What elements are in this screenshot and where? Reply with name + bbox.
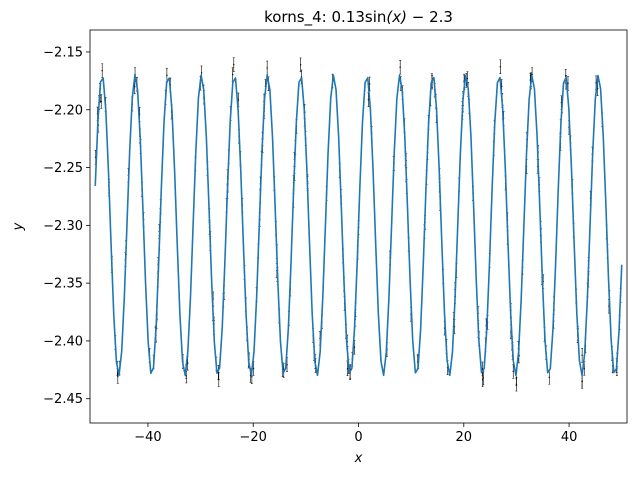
data-point: [217, 372, 220, 387]
chart-title-arg: (x): [386, 8, 407, 26]
y-tick-label: −2.35: [43, 277, 83, 292]
data-point: [481, 372, 484, 387]
data-point: [231, 67, 234, 82]
x-tick-label: 20: [456, 430, 473, 445]
y-tick-label: −2.25: [43, 161, 83, 176]
chart-title: korns_4: 0.13sin(x) − 2.3: [264, 8, 453, 27]
y-tick-label: −2.20: [43, 103, 83, 118]
y-tick-label: −2.15: [43, 45, 83, 60]
y-tick-label: −2.45: [43, 392, 83, 407]
x-tick-label: −40: [134, 430, 161, 445]
data-point: [499, 59, 502, 74]
data-point: [232, 57, 235, 72]
data-point: [252, 361, 255, 376]
x-tick-label: −20: [239, 430, 266, 445]
chart-title-suffix: − 2.3: [407, 8, 453, 26]
data-point: [299, 57, 302, 73]
data-point: [346, 361, 349, 376]
y-axis-ticks: −2.45 −2.40 −2.35 −2.30 −2.25 −2.20 −2.15: [43, 45, 90, 407]
x-axis-label: x: [354, 451, 363, 466]
chart-title-prefix: korns_4: 0.13sin: [264, 8, 386, 27]
data-point: [101, 63, 104, 78]
x-tick-label: 0: [354, 430, 362, 445]
y-axis-label: y: [11, 222, 26, 231]
data-point: [581, 348, 584, 363]
y-tick-label: −2.40: [43, 334, 83, 349]
x-axis-ticks: −40 −20 0 20 40: [134, 423, 577, 445]
data-point: [399, 60, 402, 75]
plot-area: [94, 57, 623, 392]
x-tick-label: 40: [561, 430, 578, 445]
y-tick-label: −2.30: [43, 219, 83, 234]
data-point: [100, 94, 103, 109]
data-point: [266, 60, 269, 76]
series-line: [94, 74, 623, 377]
